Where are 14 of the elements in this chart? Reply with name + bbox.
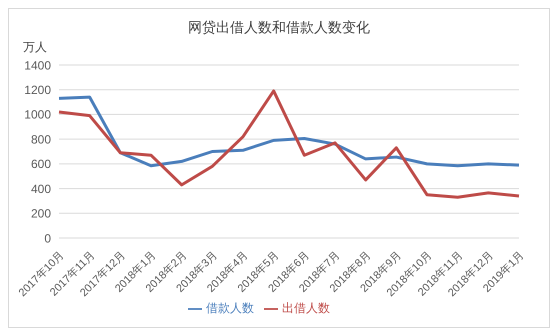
y-tick-label: 1200 [24,82,52,97]
y-tick-label: 200 [30,206,52,221]
chart-title: 网贷出借人数和借款人数变化 [187,19,371,37]
line-series [58,89,520,199]
y-tick-label: 1400 [24,58,52,72]
legend-label: 借款人数 [206,301,254,315]
y-tick-label: 400 [30,182,52,196]
y-tick-label: 1000 [24,108,52,122]
y-tick-label: 0 [44,231,52,246]
legend-label: 出借人数 [282,301,330,315]
line-series [58,96,520,168]
y-axis-title: 万人 [23,39,47,56]
y-tick-label: 600 [30,157,52,172]
y-tick-label: 800 [30,132,52,146]
